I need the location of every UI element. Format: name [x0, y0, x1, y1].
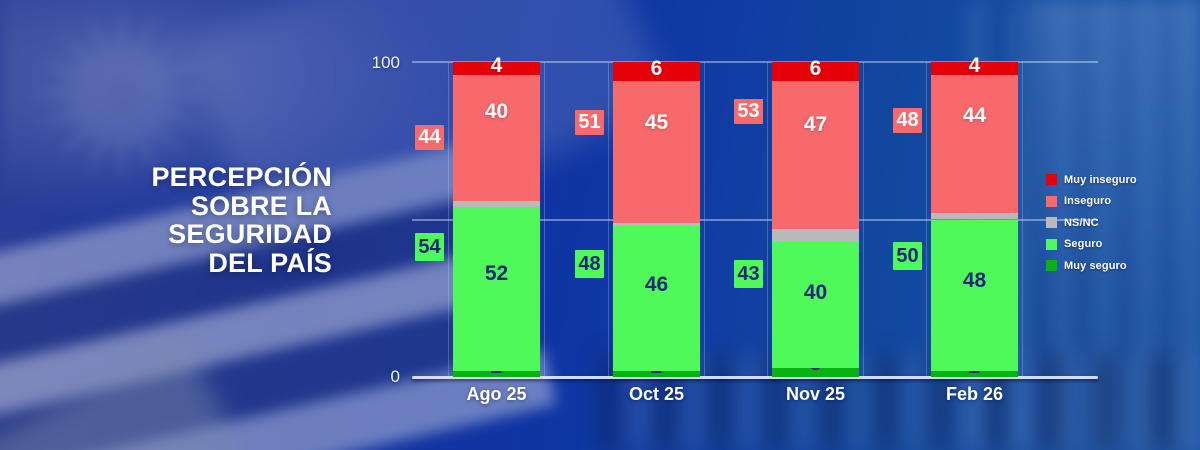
x-axis-label: Oct 25: [628, 384, 685, 404]
gridline: [412, 61, 1098, 63]
category-band: [608, 62, 705, 377]
bar-segment-muy-inseguro: [453, 62, 540, 75]
bar-segment-ns-nc: [453, 200, 540, 207]
bar-segment-seguro: [453, 206, 540, 371]
y-axis-tick-100: 100: [371, 53, 400, 72]
total-badge-seguro: 50: [893, 242, 922, 270]
title-line: SEGURIDAD: [168, 219, 332, 249]
x-axis-label: Nov 25: [785, 384, 846, 404]
y-axis-tick-0: 0: [390, 367, 400, 386]
segment-value-label: 4: [968, 54, 981, 78]
total-badge-seguro: 43: [734, 260, 763, 288]
bar-segment-ns-nc: [613, 222, 700, 226]
legend-item: Inseguro: [1046, 191, 1137, 213]
category-band: [926, 62, 1023, 377]
bar-segment-inseguro: [931, 74, 1018, 214]
legend-swatch-icon: [1046, 238, 1057, 250]
legend-label: Muy seguro: [1064, 259, 1127, 272]
category-band: [448, 62, 545, 377]
bar-segment-ns-nc: [772, 228, 859, 242]
bar-segment-muy-inseguro: [931, 62, 1018, 75]
x-axis-label: Ago 25: [466, 384, 527, 404]
category-band: [767, 62, 864, 377]
bar-segment-seguro: [772, 241, 859, 368]
segment-value-label: 48: [962, 269, 987, 293]
x-axis-baseline: [412, 376, 1098, 379]
segment-value-label: 6: [650, 57, 663, 81]
title-line: SOBRE LA: [190, 190, 332, 221]
bar-segment-muy-inseguro: [613, 62, 700, 81]
segment-value-label: 52: [484, 262, 509, 286]
legend-label: Inseguro: [1064, 195, 1112, 208]
total-badge-inseguro: 51: [575, 110, 604, 135]
total-badge-seguro: 48: [575, 250, 604, 278]
bar-segment-seguro: [613, 225, 700, 371]
chart-legend: Muy inseguro Inseguro NS/NC Seguro Muy segur…: [1046, 169, 1137, 277]
legend-swatch-icon: [1046, 260, 1057, 272]
legend-swatch-icon: [1046, 195, 1057, 207]
legend-item: Seguro: [1046, 234, 1137, 256]
bar-segment-inseguro: [453, 74, 540, 201]
title-line: DEL PAÍS: [208, 247, 332, 278]
bar-segment-muy-seguro: [613, 370, 700, 377]
city-backdrop-haze: [1030, 0, 1200, 450]
segment-value-label: 44: [962, 104, 987, 128]
segment-value-label: 45: [644, 111, 669, 135]
segment-value-label: 4: [490, 54, 503, 78]
page-title: PERCEPCIÓN SOBRE LA SEGURIDAD DEL PAÍS: [88, 163, 332, 277]
bar-segment-inseguro: [613, 80, 700, 223]
bar-segment-ns-nc: [931, 213, 1018, 220]
title-line: PERCEPCIÓN: [151, 162, 332, 192]
total-badge-inseguro: 44: [415, 125, 444, 150]
total-badge-seguro: 54: [415, 233, 444, 261]
bar-segment-muy-seguro: [453, 370, 540, 377]
bar-segment-seguro: [931, 219, 1018, 371]
bar-segment-muy-seguro: [772, 367, 859, 377]
uruguay-flag-backdrop: [0, 0, 673, 450]
legend-label: Muy inseguro: [1064, 173, 1137, 186]
legend-item: NS/NC: [1046, 212, 1137, 234]
legend-item: Muy seguro: [1046, 255, 1137, 277]
segment-value-label: 40: [803, 281, 828, 305]
crowd-backdrop: [600, 355, 1200, 450]
sun-of-may-icon: [34, 6, 210, 182]
segment-value-label: 47: [803, 113, 828, 137]
bar-segment-inseguro: [772, 80, 859, 229]
legend-label: NS/NC: [1064, 216, 1099, 229]
gridline: [412, 218, 1098, 221]
x-axis-label: Feb 26: [945, 384, 1004, 404]
legend-swatch-icon: [1046, 217, 1057, 229]
segment-value-label: 6: [809, 57, 822, 81]
bar-segment-muy-inseguro: [772, 62, 859, 81]
legend-label: Seguro: [1064, 238, 1103, 251]
legend-swatch-icon: [1046, 174, 1057, 186]
legend-item: Muy inseguro: [1046, 169, 1137, 191]
total-badge-inseguro: 48: [893, 108, 922, 133]
bar-segment-muy-seguro: [931, 370, 1018, 377]
total-badge-inseguro: 53: [734, 99, 763, 124]
segment-value-label: 40: [484, 100, 509, 124]
segment-value-label: 46: [644, 273, 669, 297]
